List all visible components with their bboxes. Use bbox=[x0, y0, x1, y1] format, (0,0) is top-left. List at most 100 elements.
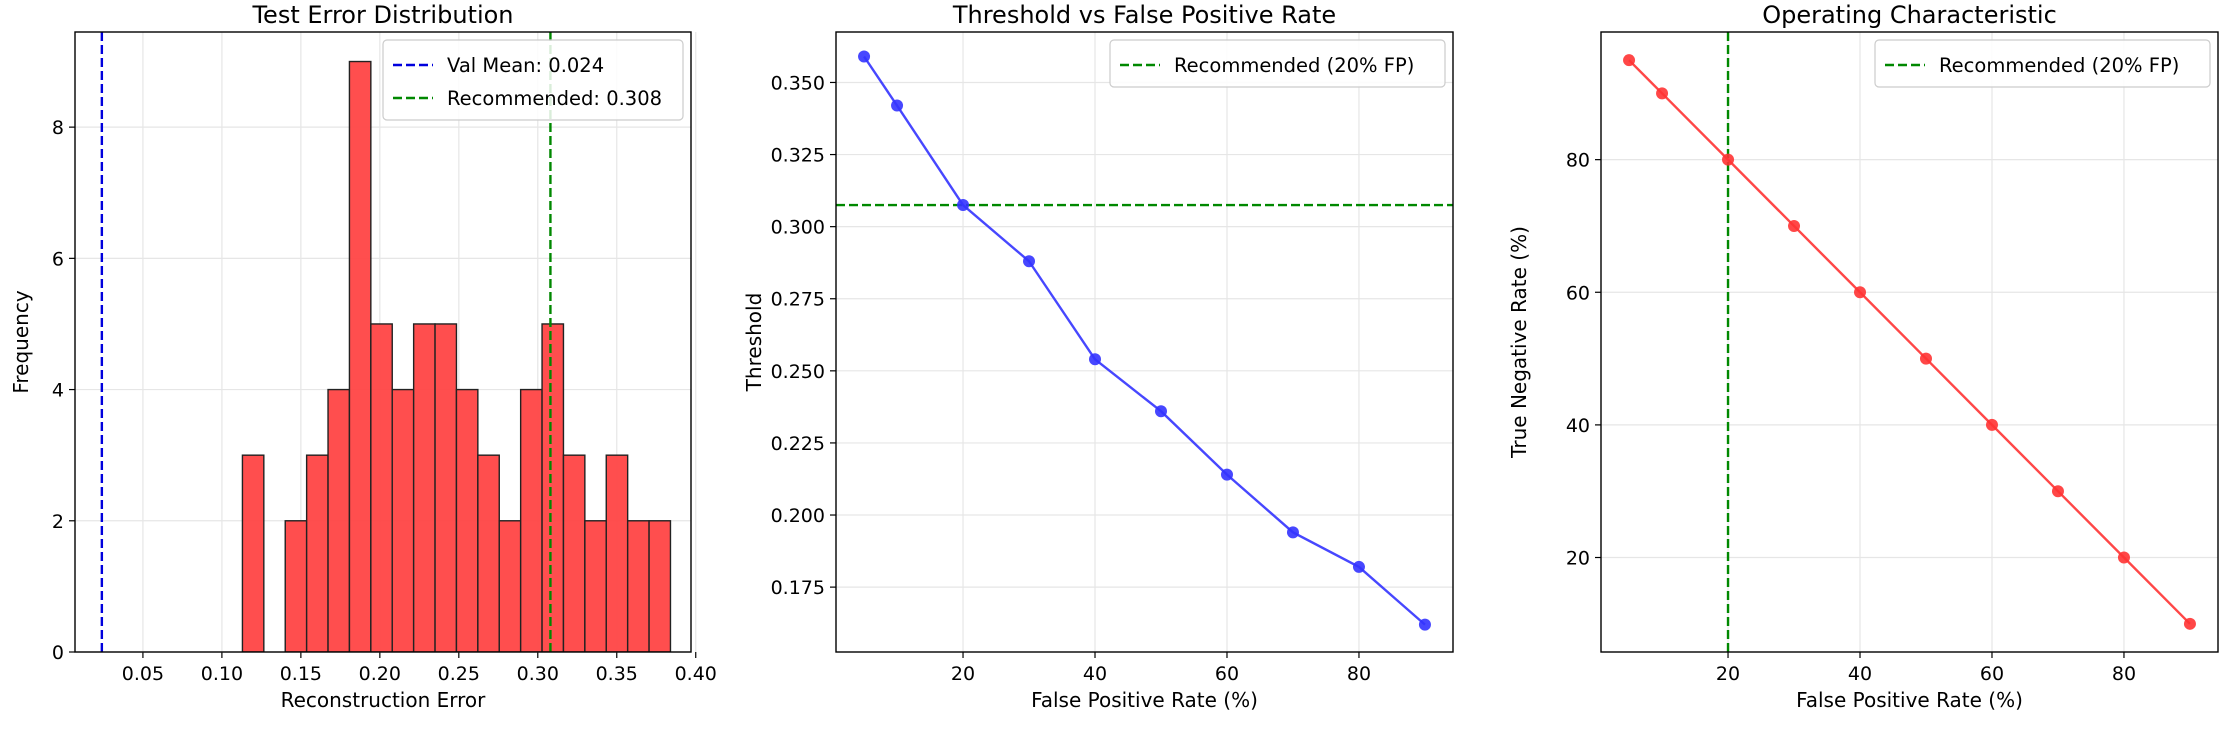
x-tick-label: 0.40 bbox=[675, 663, 717, 685]
data-point bbox=[1919, 352, 1932, 365]
axes-frame bbox=[74, 31, 692, 653]
histogram-bar bbox=[284, 520, 308, 652]
y-tick-label: 0.175 bbox=[771, 577, 825, 599]
data-point bbox=[1286, 526, 1299, 539]
data-point bbox=[2051, 485, 2064, 498]
y-tick-label: 4 bbox=[52, 380, 64, 402]
histogram-bar bbox=[562, 454, 586, 652]
x-tick-label: 0.15 bbox=[280, 663, 322, 685]
histogram-bar bbox=[584, 520, 607, 652]
histogram-bar bbox=[626, 520, 650, 652]
x-tick-label: 0.30 bbox=[517, 663, 559, 685]
legend-box bbox=[1874, 39, 2211, 88]
x-tick-label: 0.25 bbox=[438, 663, 480, 685]
legend-label: Recommended: 0.308 bbox=[447, 87, 662, 110]
chart-title: Operating Characteristic bbox=[1762, 1, 2057, 29]
legend-label: Val Mean: 0.024 bbox=[447, 54, 604, 77]
histogram-bar bbox=[370, 323, 393, 652]
y-axis-label: Threshold bbox=[742, 293, 766, 393]
x-tick-label: 20 bbox=[951, 663, 975, 685]
series-line bbox=[863, 55, 1426, 626]
data-point bbox=[1985, 418, 1998, 431]
data-point bbox=[1023, 255, 1036, 268]
x-tick-label: 60 bbox=[1215, 663, 1239, 685]
y-tick-label: 40 bbox=[1566, 415, 1590, 437]
x-tick-label: 80 bbox=[1347, 663, 1371, 685]
axes-frame bbox=[835, 31, 1454, 653]
x-tick-label: 20 bbox=[1716, 663, 1740, 685]
histogram-bar bbox=[391, 388, 415, 652]
x-tick-label: 80 bbox=[2112, 663, 2136, 685]
plot-area bbox=[100, 32, 672, 652]
data-point bbox=[858, 50, 871, 63]
legend: Recommended (20% FP) bbox=[1109, 39, 1446, 88]
y-tick-label: 0.300 bbox=[771, 217, 825, 239]
histogram-bar bbox=[348, 60, 372, 652]
histogram-bar bbox=[327, 388, 351, 652]
x-tick-label: 0.05 bbox=[122, 663, 164, 685]
data-point bbox=[1220, 468, 1233, 481]
data-point bbox=[1623, 54, 1636, 67]
x-axis-label: False Positive Rate (%) bbox=[1031, 688, 1258, 712]
y-tick-label: 8 bbox=[52, 117, 64, 139]
data-point bbox=[891, 99, 904, 112]
y-axis-label: True Negative Rate (%) bbox=[1507, 226, 1531, 459]
y-tick-label: 2 bbox=[52, 511, 64, 533]
y-tick-label: 0.275 bbox=[771, 289, 825, 311]
data-point bbox=[1854, 286, 1867, 299]
histogram-bar bbox=[477, 454, 500, 652]
y-axis-label: Frequency bbox=[9, 290, 33, 393]
plot-area bbox=[836, 50, 1453, 631]
y-tick-label: 0.200 bbox=[771, 505, 825, 527]
plot-panel-1: 0.05 0.10 0.15 0.20 0.25 0.30 0.35 0.40 0 2 4 6 8 Tes… bbox=[9, 1, 717, 712]
legend: Val Mean: 0.024 Recommended: 0.308 bbox=[382, 39, 684, 121]
data-point bbox=[1722, 153, 1735, 166]
histogram-bar bbox=[648, 520, 672, 652]
histogram-bar bbox=[498, 520, 522, 652]
data-point bbox=[1154, 405, 1167, 418]
data-point bbox=[1089, 353, 1102, 366]
x-tick-label: 40 bbox=[1083, 663, 1107, 685]
legend-label: Recommended (20% FP) bbox=[1939, 54, 2179, 77]
histogram-bar bbox=[241, 454, 265, 652]
legend-box bbox=[382, 39, 684, 121]
x-tick-label: 0.20 bbox=[359, 663, 401, 685]
histogram-bar bbox=[519, 388, 543, 652]
data-point bbox=[1656, 87, 1669, 100]
x-tick-label: 0.35 bbox=[596, 663, 638, 685]
series-line bbox=[1628, 59, 2191, 625]
histogram-bar bbox=[541, 323, 565, 652]
legend-box bbox=[1109, 39, 1446, 88]
y-tick-label: 0.225 bbox=[771, 433, 825, 455]
y-tick-label: 6 bbox=[52, 248, 64, 270]
x-tick-label: 40 bbox=[1848, 663, 1872, 685]
data-point bbox=[1788, 219, 1801, 232]
x-tick-label: 0.10 bbox=[201, 663, 243, 685]
data-point bbox=[2117, 551, 2130, 564]
x-axis-label: Reconstruction Error bbox=[281, 688, 487, 712]
y-tick-label: 80 bbox=[1566, 150, 1590, 172]
histogram-bar bbox=[455, 388, 479, 652]
histogram-bar bbox=[605, 454, 629, 652]
axes-frame bbox=[1600, 31, 2219, 653]
data-point bbox=[1352, 560, 1365, 573]
legend: Recommended (20% FP) bbox=[1874, 39, 2211, 88]
legend-label: Recommended (20% FP) bbox=[1174, 54, 1414, 77]
data-point bbox=[957, 199, 970, 212]
y-tick-label: 0.250 bbox=[771, 361, 825, 383]
y-tick-label: 60 bbox=[1566, 282, 1590, 304]
histogram-bar bbox=[434, 323, 458, 652]
data-point bbox=[2183, 617, 2196, 630]
plot-panel-3: 20 40 60 80 20 40 60 80 Operating Characteristic… bbox=[1507, 1, 2219, 712]
y-tick-label: 0.350 bbox=[771, 72, 825, 94]
x-tick-label: 60 bbox=[1980, 663, 2004, 685]
y-tick-label: 20 bbox=[1566, 548, 1590, 570]
histogram-bar bbox=[305, 454, 329, 652]
chart-title: Test Error Distribution bbox=[251, 1, 513, 29]
y-tick-label: 0.325 bbox=[771, 145, 825, 167]
y-tick-label: 0 bbox=[52, 642, 64, 664]
plot-area bbox=[1623, 32, 2196, 652]
x-axis-label: False Positive Rate (%) bbox=[1796, 688, 2023, 712]
data-point bbox=[1418, 618, 1431, 631]
